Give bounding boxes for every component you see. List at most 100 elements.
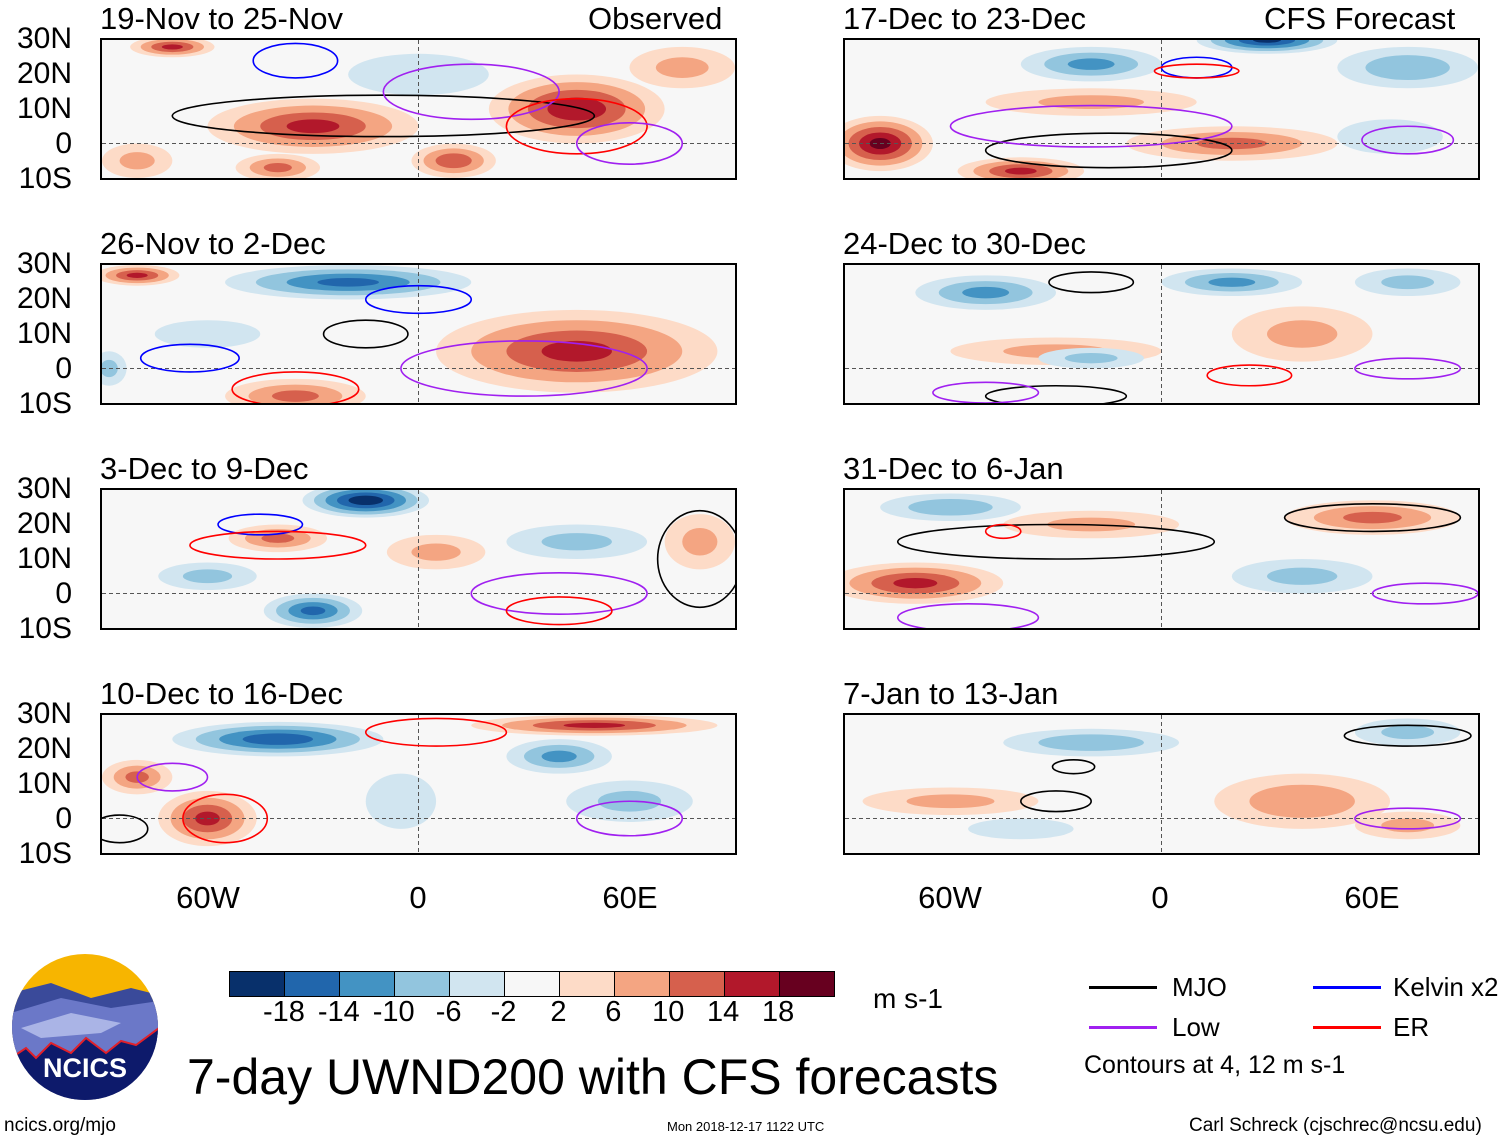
low-contour (1371, 582, 1478, 605)
x-tick-label: 60E (1344, 880, 1400, 915)
mjo-contour (1048, 271, 1135, 294)
legend-label-er: ER (1393, 1012, 1430, 1042)
map-svg (102, 490, 735, 628)
anomaly-contour (348, 495, 384, 506)
anomaly-contour (1343, 511, 1402, 524)
anomaly-contour (365, 773, 437, 829)
anomaly-contour (1337, 119, 1443, 154)
anomaly-contour (968, 818, 1074, 840)
footer-url[interactable]: ncics.org/mjo (4, 1115, 116, 1136)
er-contour (505, 596, 613, 626)
y-tick-label: 10S (18, 837, 72, 870)
colorbar-tick-label: 18 (761, 996, 795, 1028)
x-tick-label: 0 (1151, 880, 1169, 915)
ncics-logo: NCICS (11, 953, 159, 1101)
y-tick-label: 20N (16, 507, 72, 540)
mjo-contour (102, 814, 149, 844)
mjo-contour (1051, 759, 1096, 775)
anomaly-contour (435, 153, 472, 169)
mjo-contour (984, 384, 1128, 403)
anomaly-contour (908, 498, 993, 516)
colorbar (229, 971, 835, 997)
anomaly-contour (1381, 725, 1435, 740)
legend-label-kelvin: Kelvin x2 (1393, 972, 1499, 1002)
map-panel (100, 488, 737, 630)
anomaly-contour (348, 53, 489, 96)
anomaly-contour (300, 606, 326, 616)
map-panel (843, 263, 1480, 405)
x-tick-label: 60E (602, 880, 658, 915)
anomaly-contour (286, 119, 340, 134)
x-tick-label: 60W (176, 880, 240, 915)
anomaly-contour (1267, 320, 1338, 348)
anomaly-contour (242, 733, 313, 745)
map-panel (100, 263, 737, 405)
map-svg (102, 40, 735, 178)
y-tick-label: 10N (16, 767, 72, 800)
colorbar-swatch (780, 972, 834, 996)
footer-credit: Carl Schreck (cjschrec@ncsu.edu) (1189, 1115, 1482, 1136)
kelvin-contour (217, 513, 304, 536)
units-label: m s-1 (873, 983, 943, 1014)
colorbar-swatch (340, 972, 395, 996)
y-tick-label: 20N (16, 732, 72, 765)
x-tick-label: 0 (409, 880, 427, 915)
legend-label-mjo: MJO (1172, 972, 1227, 1002)
map-panel (843, 488, 1480, 630)
y-tick-label: 30N (16, 697, 72, 730)
y-tick-label: 20N (16, 57, 72, 90)
er-contour (1206, 364, 1293, 387)
colorbar-swatch (230, 972, 285, 996)
anomaly-contour (271, 390, 319, 402)
x-tick-label: 60W (918, 880, 982, 915)
figure-title: 7-day UWND200 with CFS forecasts (187, 1049, 999, 1105)
low-contour (136, 762, 209, 792)
map-panel (843, 713, 1480, 855)
anomaly-contour (317, 277, 379, 287)
colorbar-swatch (670, 972, 725, 996)
map-svg (845, 490, 1478, 628)
anomaly-contour (547, 97, 607, 121)
mjo-contour (1283, 503, 1462, 533)
legend-label-low: Low (1172, 1012, 1220, 1042)
mjo-contour (896, 523, 1216, 560)
low-contour (932, 381, 1040, 403)
panel-title: 24-Dec to 30-Dec (843, 226, 1086, 261)
low-contour (1354, 807, 1462, 830)
anomaly-contour (1005, 167, 1037, 175)
svg-text:NCICS: NCICS (43, 1053, 127, 1083)
y-tick-label: 10N (16, 317, 72, 350)
anomaly-contour (1038, 734, 1144, 751)
colorbar-swatch (395, 972, 450, 996)
colorbar-tick-label: 14 (707, 996, 740, 1028)
anomaly-contour (126, 272, 148, 278)
anomaly-contour (682, 527, 718, 556)
legend-line-kelvin (1313, 986, 1381, 989)
colorbar-tick-label: -2 (490, 996, 517, 1028)
contour-note: Contours at 4, 12 m s-1 (1084, 1051, 1346, 1079)
mjo-contour (322, 319, 409, 349)
er-contour (1153, 63, 1240, 79)
anomaly-contour (906, 794, 995, 809)
y-tick-label: 10N (16, 92, 72, 125)
low-contour (400, 340, 648, 397)
legend-line-low (1089, 1026, 1157, 1029)
map-svg (102, 265, 735, 403)
map-svg (102, 715, 735, 853)
kelvin-contour (252, 42, 339, 79)
y-tick-label: 0 (55, 127, 72, 160)
anomaly-contour (263, 163, 292, 173)
panel-title: 10-Dec to 16-Dec (100, 676, 343, 711)
low-contour (896, 603, 1040, 628)
anomaly-contour (411, 543, 461, 561)
colorbar-tick-label: -10 (372, 996, 415, 1028)
kelvin-contour (1160, 56, 1233, 79)
observed-label: Observed (588, 1, 723, 36)
er-contour (984, 523, 1022, 540)
anomaly-contour (1249, 784, 1355, 818)
colorbar-swatch (505, 972, 560, 996)
anomaly-contour (1381, 818, 1435, 833)
anomaly-contour (563, 722, 626, 728)
y-tick-label: 10S (18, 162, 72, 195)
